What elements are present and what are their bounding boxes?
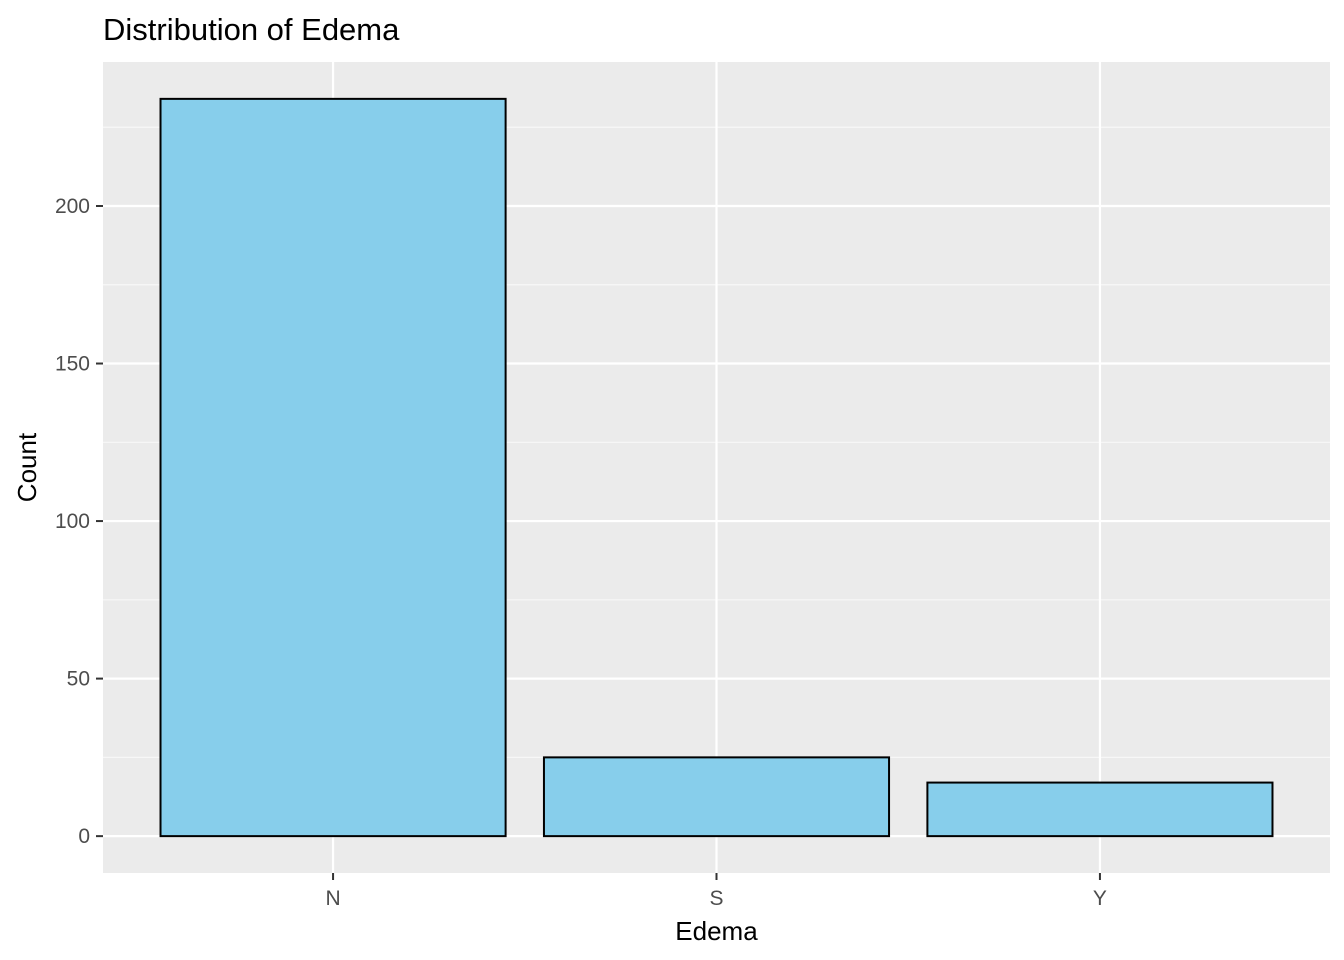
bar-N bbox=[159, 97, 507, 838]
x-axis-title: Edema bbox=[675, 916, 758, 946]
chart-title: Distribution of Edema bbox=[103, 12, 400, 47]
y-axis: 0 50 100 150 200 bbox=[55, 195, 103, 848]
y-tick-label: 100 bbox=[55, 510, 90, 533]
bars bbox=[159, 97, 1274, 838]
y-tick-label: 50 bbox=[67, 668, 90, 691]
y-tick-label: 150 bbox=[55, 353, 90, 376]
bar-S bbox=[542, 756, 891, 838]
y-axis-title: Count bbox=[12, 432, 42, 502]
bar-Y bbox=[926, 781, 1274, 838]
x-tick-label: N bbox=[325, 887, 340, 910]
x-tick-label: Y bbox=[1093, 887, 1107, 910]
y-tick-label: 200 bbox=[55, 195, 90, 218]
y-tick-label: 0 bbox=[78, 825, 90, 848]
x-tick-label: S bbox=[709, 887, 723, 910]
